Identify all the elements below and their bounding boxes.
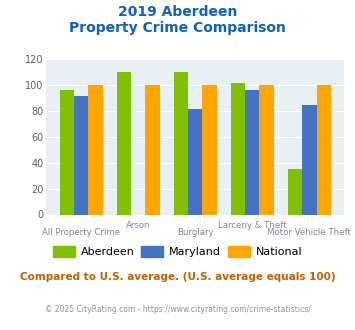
Bar (288, 169, 302, 214)
Bar (302, 105, 317, 214)
Bar (245, 90, 260, 214)
Text: Compared to U.S. average. (U.S. average equals 100): Compared to U.S. average. (U.S. average … (20, 272, 335, 282)
Bar (117, 72, 131, 214)
Text: All Property Crime: All Property Crime (42, 228, 120, 238)
Bar (74, 96, 88, 214)
Bar (60, 90, 74, 214)
Text: Burglary: Burglary (177, 228, 214, 238)
Bar (202, 85, 217, 214)
Bar (260, 85, 274, 214)
Text: Arson: Arson (126, 221, 151, 230)
Bar (174, 72, 188, 214)
Legend: Aberdeen, Maryland, National: Aberdeen, Maryland, National (49, 242, 306, 262)
Text: © 2025 CityRating.com - https://www.cityrating.com/crime-statistics/: © 2025 CityRating.com - https://www.city… (45, 305, 310, 314)
Bar (317, 85, 331, 214)
Text: Larceny & Theft: Larceny & Theft (218, 221, 286, 230)
Bar (188, 109, 202, 214)
Bar (231, 83, 245, 214)
Text: Motor Vehicle Theft: Motor Vehicle Theft (267, 228, 351, 238)
Text: Property Crime Comparison: Property Crime Comparison (69, 21, 286, 35)
Bar (145, 85, 160, 214)
Bar (88, 85, 103, 214)
Text: 2019 Aberdeen: 2019 Aberdeen (118, 5, 237, 19)
